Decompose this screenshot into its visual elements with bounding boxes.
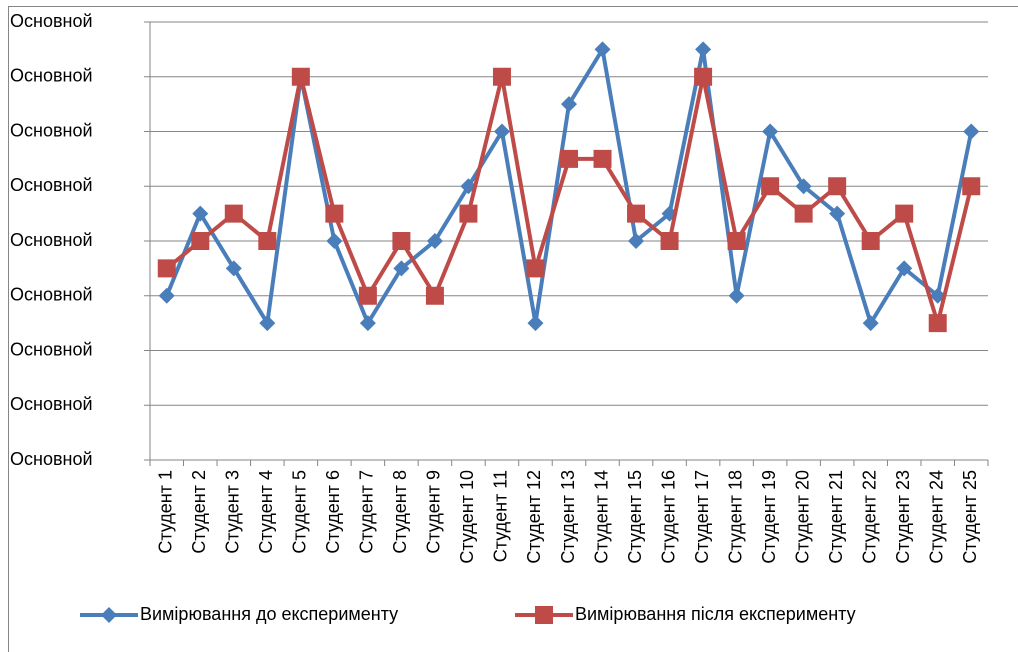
x-tick-label: Студент 5	[290, 470, 310, 554]
x-tick-label: Студент 4	[256, 470, 276, 554]
y-tick-label: Основной	[10, 339, 93, 359]
legend-marker	[535, 606, 553, 624]
y-tick-label: Основной	[10, 120, 93, 140]
x-tick-label: Студент 10	[457, 470, 477, 564]
diamond-marker	[762, 123, 779, 140]
square-marker	[258, 232, 277, 250]
diamond-marker	[326, 233, 343, 249]
square-marker	[492, 67, 511, 86]
x-tick-label: Студент 24	[926, 470, 946, 564]
x-tick-label: Студент 25	[960, 470, 980, 564]
diamond-marker	[192, 205, 209, 222]
square-marker	[191, 232, 210, 250]
square-marker	[694, 67, 713, 86]
x-tick-label: Студент 9	[424, 470, 444, 554]
legend-label: Вимірювання до експерименту	[140, 604, 398, 624]
chart-frame	[8, 6, 1018, 652]
square-marker	[593, 149, 612, 168]
square-marker	[627, 204, 646, 223]
diamond-marker	[963, 123, 980, 140]
x-tick-label: Студент 17	[692, 470, 712, 564]
y-tick-label: Основной	[10, 285, 93, 305]
square-marker	[794, 204, 813, 223]
square-marker	[962, 177, 981, 196]
diamond-marker	[359, 315, 376, 332]
diamond-marker	[158, 287, 175, 304]
square-marker	[526, 259, 545, 278]
diamond-marker	[795, 178, 812, 195]
x-tick-label: Студент 12	[524, 470, 544, 564]
square-marker	[861, 232, 880, 250]
square-marker	[459, 204, 478, 223]
square-marker	[157, 259, 176, 278]
square-marker	[358, 286, 377, 305]
diamond-marker	[829, 205, 846, 222]
square-marker	[392, 232, 411, 250]
x-tick-label: Студент 11	[491, 470, 511, 562]
x-tick-label: Студент 1	[156, 470, 176, 554]
legend-label: Вимірювання після експерименту	[575, 604, 856, 624]
square-marker	[660, 232, 679, 250]
square-marker	[828, 177, 847, 196]
diamond-marker	[527, 315, 544, 332]
square-marker	[560, 149, 578, 168]
diamond-marker	[426, 233, 443, 249]
x-tick-label: Студент 19	[759, 470, 779, 564]
x-tick-label: Студент 20	[792, 470, 812, 564]
x-tick-label: Студент 21	[826, 470, 846, 564]
diamond-marker	[896, 260, 913, 277]
diamond-marker	[728, 287, 745, 304]
x-tick-label: Студент 23	[893, 470, 913, 564]
square-marker	[895, 204, 914, 223]
diamond-marker	[225, 260, 242, 277]
diamond-marker	[493, 123, 510, 140]
square-marker	[291, 67, 310, 86]
diamond-marker	[561, 96, 577, 113]
x-tick-label: Студент 3	[223, 470, 243, 554]
y-tick-label: Основной	[10, 11, 93, 31]
y-tick-label: Основной	[10, 230, 93, 250]
square-marker	[224, 204, 243, 223]
x-tick-label: Студент 15	[625, 470, 645, 564]
y-tick-label: Основной	[10, 175, 93, 195]
square-marker	[425, 286, 444, 305]
x-tick-label: Студент 8	[390, 470, 410, 554]
square-marker	[928, 314, 947, 333]
diamond-marker	[259, 315, 276, 332]
diamond-marker	[393, 260, 410, 277]
diamond-marker	[695, 41, 712, 58]
x-tick-label: Студент 22	[859, 470, 879, 564]
x-tick-label: Студент 14	[591, 470, 611, 564]
square-marker	[325, 204, 344, 223]
square-marker	[761, 177, 780, 196]
x-tick-label: Студент 6	[323, 470, 343, 554]
y-tick-label: Основной	[10, 66, 93, 86]
x-tick-label: Студент 18	[725, 470, 745, 564]
square-marker	[727, 232, 746, 250]
legend-marker	[101, 607, 117, 623]
x-tick-label: Студент 13	[558, 470, 578, 564]
diamond-marker	[628, 233, 645, 249]
x-tick-label: Студент 7	[357, 470, 377, 554]
y-tick-label: Основной	[10, 449, 93, 469]
diamond-marker	[862, 315, 879, 332]
y-tick-label: Основной	[10, 394, 93, 414]
x-tick-label: Студент 2	[189, 470, 209, 554]
diamond-marker	[594, 41, 611, 58]
x-tick-label: Студент 16	[658, 470, 678, 564]
